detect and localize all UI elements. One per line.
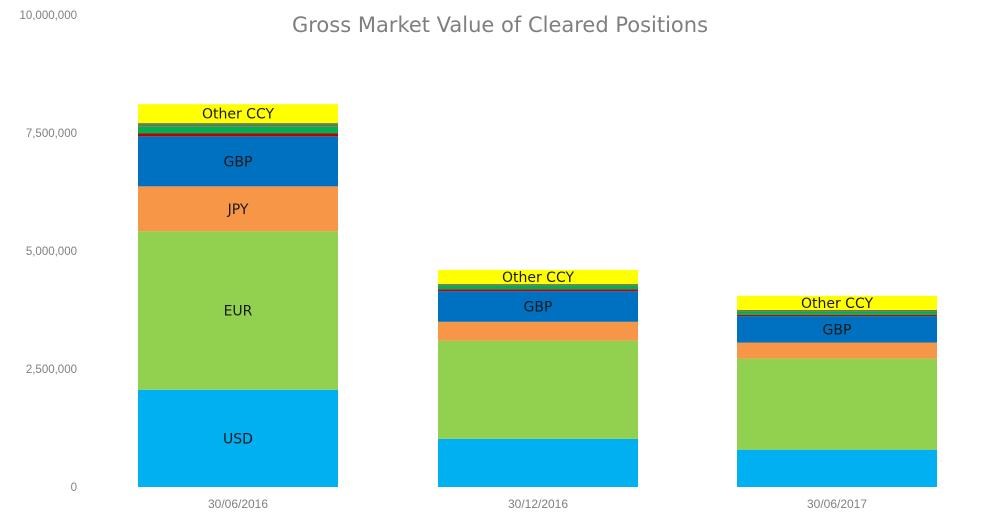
bar-segment [737,449,937,487]
bar-segment [737,295,937,310]
bar-segment [138,104,338,124]
bar-segment [138,123,338,127]
y-tick-label: 7,500,000 [26,128,77,140]
bars: USD EUR JPY GBP Other CCY GBP Other CCY GBP Othe… [138,104,937,487]
y-tick-label: 5,000,000 [26,246,77,258]
bar-segment [737,342,937,359]
bar-segment [438,438,638,487]
bar-segment [737,314,937,317]
y-axis: 0 2,500,000 5,000,000 7,500,000 10,000,000 [19,10,77,494]
bar-stack: USD EUR JPY GBP Other CCY [138,104,338,487]
bar-data-label: USD [223,431,253,447]
bar-data-label: Other CCY [801,296,874,312]
bar-segment [438,284,638,286]
bar-segment [438,340,638,439]
x-axis: 30/06/2016 30/12/2016 30/06/2017 [208,497,867,511]
bar-segment [438,321,638,341]
bar-data-label: Other CCY [502,270,575,286]
bar-segment [138,389,338,487]
chart-title: Gross Market Value of Cleared Positions [292,13,708,37]
x-tick-label: 30/12/2016 [508,497,568,511]
x-tick-label: 30/06/2017 [807,497,867,511]
bar-segment [438,269,638,285]
bar-segment [438,285,638,290]
bar-data-label: GBP [823,322,852,338]
bar-segment [138,186,338,232]
bar-segment [737,358,937,450]
bar-stack: GBP Other CCY [737,295,937,487]
bar-data-label: GBP [524,299,553,315]
bar-stack: GBP Other CCY [438,269,638,487]
x-tick-label: 30/06/2016 [208,497,268,511]
bar-data-label: GBP [224,154,253,170]
bar-segment [737,316,937,343]
y-tick-label: 10,000,000 [19,10,77,22]
bar-segment [138,126,338,134]
bar-segment [737,311,937,315]
bar-segment [138,231,338,390]
bar-segment [737,310,937,312]
bar-data-label: Other CCY [202,107,275,123]
y-tick-label: 0 [71,482,77,494]
y-tick-label: 2,500,000 [26,364,77,376]
bar-segment [138,136,338,187]
bar-segment [138,133,338,137]
bar-segment [438,291,638,322]
bar-data-label: JPY [227,202,249,218]
bar-data-label: EUR [224,303,253,319]
bar-segment [438,289,638,292]
